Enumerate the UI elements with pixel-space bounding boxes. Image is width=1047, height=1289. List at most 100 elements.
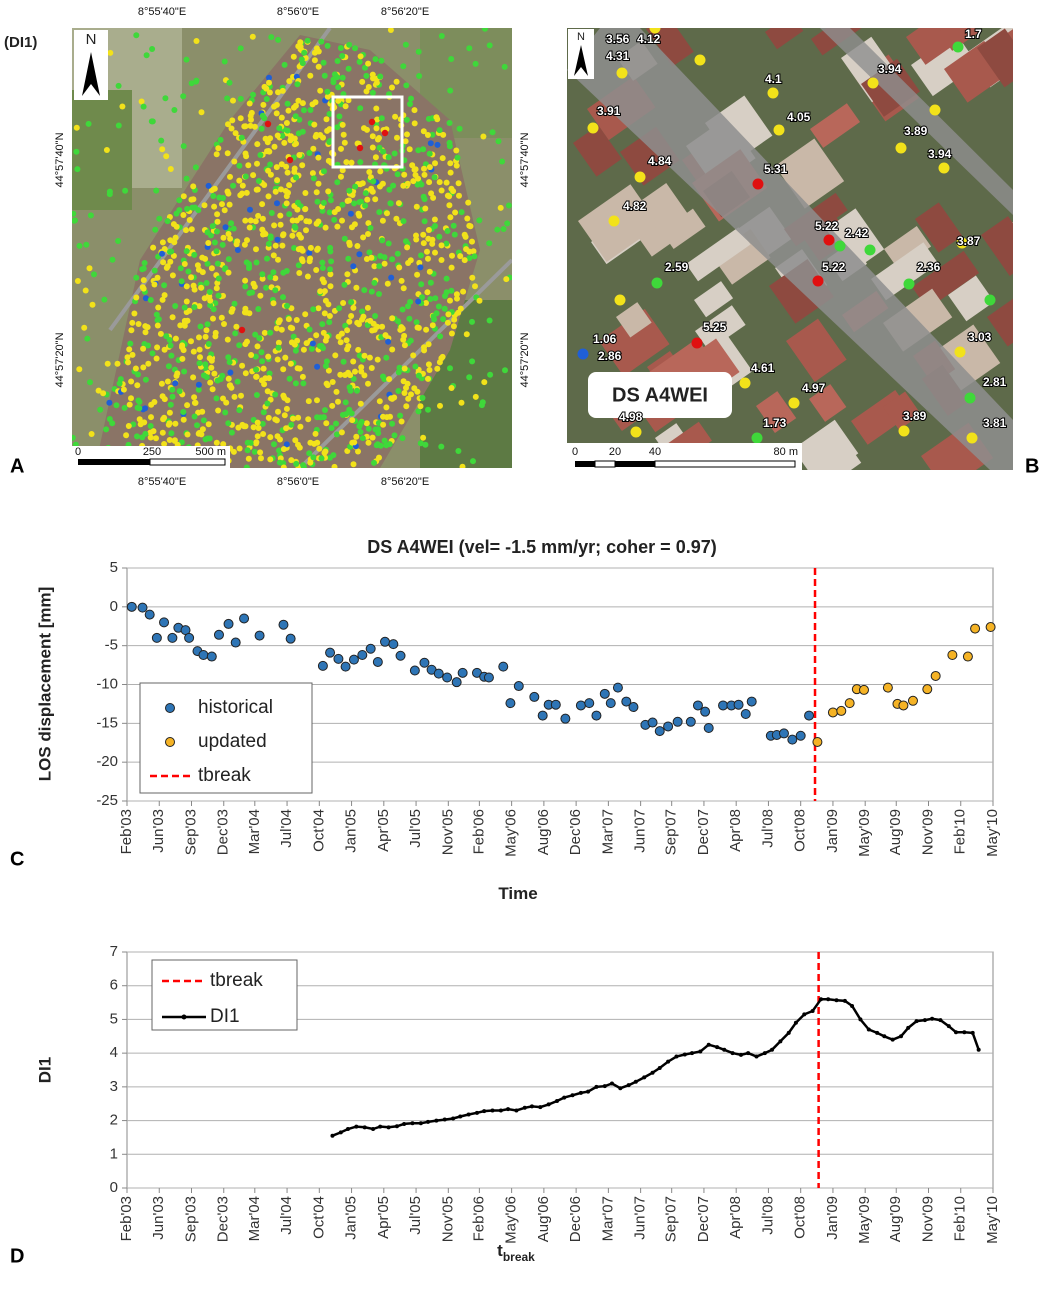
ps-point	[306, 450, 313, 457]
ps-point	[188, 338, 194, 345]
ps-point	[213, 395, 220, 402]
ps-point	[247, 217, 254, 224]
ps-point	[393, 78, 400, 85]
ps-point	[180, 143, 187, 150]
ps-point	[457, 305, 464, 312]
ps-point	[171, 107, 178, 113]
ps-point	[458, 209, 465, 216]
ps-point	[209, 386, 216, 393]
map-labels: 1.73.56 4.124.313.944.13.91 4.053.893.944.…	[592, 26, 1008, 431]
ps-point	[283, 120, 290, 126]
ps-point	[254, 160, 260, 167]
ps-point	[446, 120, 453, 126]
ps-point	[164, 378, 171, 385]
building	[694, 281, 734, 318]
ps-point	[434, 141, 441, 148]
ps-point	[436, 233, 443, 240]
ps-point	[400, 218, 407, 225]
ps-point	[964, 392, 976, 404]
ps-point	[243, 189, 250, 196]
ps-point	[160, 259, 167, 266]
ps-point	[243, 309, 250, 316]
ps-point	[380, 413, 386, 420]
x-tick-label: Oct'04	[310, 809, 327, 852]
data-marker	[722, 1047, 727, 1052]
ps-point	[378, 57, 385, 64]
ps-point	[339, 74, 346, 81]
ps-point	[399, 435, 406, 442]
ps-point	[415, 408, 422, 415]
ps-points	[577, 28, 996, 444]
building	[981, 216, 1013, 276]
ps-point	[486, 42, 493, 49]
ps-point	[275, 89, 281, 96]
ps-point	[245, 455, 252, 462]
ps-point	[275, 408, 281, 415]
ps-point	[401, 171, 408, 178]
ps-point	[189, 204, 196, 211]
ps-point	[956, 237, 968, 249]
ps-point	[272, 287, 279, 294]
x-axis-label-main: Time	[498, 884, 537, 903]
ps-point	[258, 455, 264, 462]
ps-point	[141, 260, 148, 266]
point-label: 3.56	[606, 32, 630, 46]
data-point	[844, 698, 855, 709]
data-marker	[410, 1121, 415, 1126]
legend-box	[151, 959, 298, 1031]
ps-point	[133, 32, 140, 39]
ps-point	[180, 416, 187, 423]
ps-point	[129, 351, 136, 358]
data-marker	[962, 1030, 967, 1035]
point-label: 2.86	[598, 349, 622, 363]
ps-point	[159, 146, 166, 153]
ps-point	[398, 277, 405, 284]
ps-point	[336, 305, 343, 312]
y-tick-label: -15	[96, 714, 118, 731]
data-marker	[330, 1133, 335, 1138]
point-label: 2.36	[917, 260, 941, 274]
ps-point	[393, 215, 400, 222]
x-tick-label: Dec'06	[567, 1196, 584, 1242]
ps-point	[418, 252, 424, 259]
ps-point	[190, 374, 197, 381]
ps-point	[142, 329, 149, 336]
ps-point	[228, 308, 235, 315]
ps-point	[401, 390, 408, 396]
ps-point	[74, 278, 81, 284]
ps-point	[238, 392, 244, 399]
x-tick-label: Jan'05	[343, 809, 360, 853]
ps-point	[447, 169, 454, 176]
ps-point	[179, 344, 185, 351]
building	[809, 384, 847, 422]
ps-point	[220, 292, 226, 299]
ps-point	[503, 276, 510, 283]
ps-point	[395, 200, 402, 207]
ps-point	[177, 322, 184, 329]
ps-point	[250, 172, 257, 179]
data-point	[685, 716, 696, 727]
ps-point	[278, 326, 285, 333]
ps-point	[324, 93, 331, 100]
ps-point	[282, 354, 289, 361]
ps-point	[197, 354, 203, 361]
ps-point	[396, 364, 403, 371]
ps-point	[274, 132, 281, 139]
ps-point	[466, 222, 473, 229]
x-tick-label: Apr'05	[375, 809, 392, 852]
ps-point	[298, 234, 304, 241]
x-tick-label: Mar'04	[246, 1196, 263, 1241]
ps-point	[435, 303, 442, 310]
ps-point	[335, 333, 342, 340]
ps-point	[201, 295, 208, 302]
ps-point	[300, 346, 307, 353]
ps-point	[440, 316, 447, 323]
ps-point	[221, 58, 228, 65]
ps-point	[292, 437, 299, 444]
ps-point	[614, 294, 626, 306]
ps-point	[225, 420, 232, 427]
ps-point	[898, 425, 910, 437]
ps-point	[245, 260, 252, 267]
x-tick-label: May'09	[856, 1196, 873, 1244]
point-label: 5.31	[764, 162, 788, 176]
